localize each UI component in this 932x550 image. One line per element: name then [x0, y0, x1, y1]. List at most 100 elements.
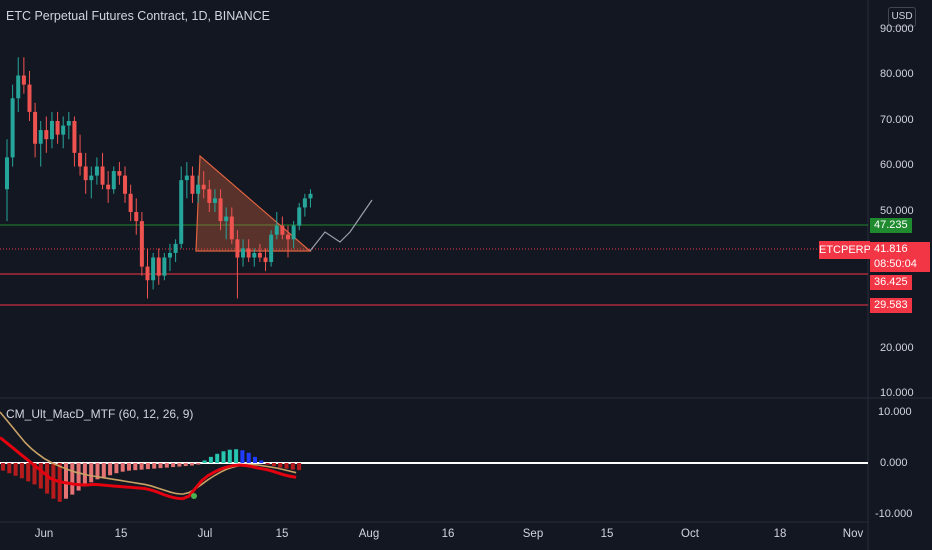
- candle-body: [21, 75, 26, 85]
- histogram-bar: [227, 449, 232, 463]
- histogram-bar: [114, 463, 119, 474]
- histogram-bar: [108, 463, 113, 476]
- histogram-bar: [38, 463, 43, 489]
- candle-body: [224, 216, 229, 222]
- time-tick: Oct: [681, 528, 699, 540]
- histogram-bar: [259, 460, 264, 463]
- candle-body: [184, 175, 189, 181]
- candle-body: [10, 98, 15, 158]
- candle-body: [286, 234, 290, 240]
- candle-body: [291, 225, 296, 240]
- histogram-bar: [26, 463, 31, 482]
- candle-body: [49, 121, 54, 140]
- trend-zigzag[interactable]: [309, 199, 373, 252]
- candle-body: [5, 157, 9, 190]
- histogram-bar: [89, 463, 94, 483]
- candle-body: [27, 84, 32, 112]
- histogram-bar: [196, 463, 201, 465]
- price-tick: 20.000: [880, 342, 914, 354]
- candle-body: [38, 130, 43, 144]
- candlesticks: [5, 57, 313, 299]
- histogram-bar: [1, 463, 5, 471]
- candle-body: [117, 171, 122, 176]
- histogram-bar: [171, 463, 176, 468]
- price-badge-red-1: 36.425: [870, 275, 912, 290]
- price-tick: 60.000: [880, 159, 914, 171]
- indicator-tick: 10.000: [878, 406, 912, 418]
- candle-body: [55, 121, 60, 135]
- price-badge-red-2: 29.583: [870, 298, 912, 313]
- candle-body: [190, 175, 195, 194]
- candle-body: [201, 184, 206, 190]
- time-tick: Nov: [842, 528, 864, 540]
- candle-body: [16, 75, 21, 99]
- candle-body: [72, 121, 77, 153]
- histogram-bar: [133, 463, 138, 471]
- histogram-bar: [190, 463, 194, 466]
- candle-body: [123, 175, 128, 194]
- candle-body: [179, 180, 184, 244]
- price-tick: 70.000: [880, 114, 914, 126]
- time-tick: Jun: [34, 528, 54, 540]
- histogram-bar: [64, 463, 68, 499]
- histogram-bar: [158, 463, 163, 469]
- candle-body: [167, 252, 172, 258]
- candle-body: [235, 239, 240, 258]
- time-tick: Aug: [358, 528, 380, 540]
- histogram-bar: [32, 463, 37, 485]
- candle-body: [229, 216, 234, 240]
- candle-body: [308, 193, 313, 199]
- candle-body: [33, 111, 38, 144]
- histogram-bar: [208, 456, 213, 463]
- indicator-tick: 0.000: [880, 457, 908, 469]
- time-tick: Jul: [197, 528, 213, 540]
- candle-body: [139, 221, 144, 267]
- candle-body: [83, 166, 88, 181]
- histogram-bar: [240, 450, 245, 463]
- histogram-bar: [13, 463, 18, 476]
- candle-body: [134, 212, 139, 222]
- macd-line: [0, 436, 297, 501]
- candle-body: [156, 257, 161, 276]
- indicator-tick: -10.000: [875, 508, 913, 520]
- histogram-bar: [278, 463, 283, 468]
- histogram-bar: [76, 463, 81, 491]
- histogram-bar: [45, 463, 50, 494]
- candle-body: [218, 198, 223, 222]
- histogram-bar: [221, 451, 226, 463]
- histogram-bar: [101, 463, 106, 478]
- candle-body: [297, 207, 302, 226]
- price-tick: 90.000: [880, 23, 914, 35]
- chart-title: ETC Perpetual Futures Contract, 1D, BINA…: [6, 9, 270, 23]
- indicator-title[interactable]: CM_Ult_MacD_MTF (60, 12, 26, 9): [6, 407, 194, 421]
- candle-body: [241, 248, 246, 258]
- candle-body: [151, 257, 156, 281]
- candle-body: [106, 184, 111, 190]
- candle-body: [89, 175, 94, 181]
- candle-body: [252, 252, 257, 258]
- candle-body: [207, 189, 212, 203]
- candle-body: [263, 257, 268, 263]
- histogram-bar: [19, 463, 24, 479]
- histogram-bar: [145, 463, 150, 470]
- histogram-bar: [246, 452, 251, 463]
- candle-body: [257, 252, 262, 258]
- candle-body: [61, 125, 66, 135]
- candle-body: [162, 257, 167, 276]
- candle-body: [196, 184, 201, 194]
- histogram-bar: [120, 463, 125, 472]
- symbol-badge: ETCPERP: [819, 241, 871, 259]
- candle-body: [173, 243, 178, 253]
- histogram-bar: [265, 463, 270, 465]
- histogram-bar: [234, 449, 239, 463]
- histogram-bar: [127, 463, 131, 471]
- histogram-bar: [202, 460, 207, 463]
- time-tick: 15: [600, 528, 614, 540]
- currency-button[interactable]: USD: [888, 7, 916, 27]
- candle-body: [78, 152, 83, 167]
- candle-body: [94, 166, 99, 176]
- histogram-bar: [290, 463, 295, 470]
- histogram-bar: [215, 453, 220, 463]
- histogram-bar: [70, 463, 75, 495]
